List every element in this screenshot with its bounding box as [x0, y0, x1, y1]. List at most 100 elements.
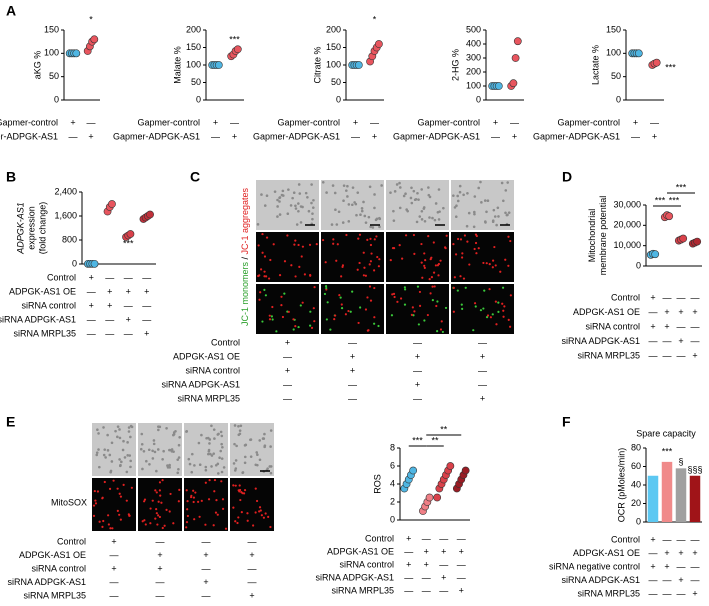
- cell: [488, 287, 491, 291]
- cell: [185, 526, 188, 529]
- condition-sign: —: [677, 534, 686, 544]
- cell: [504, 258, 507, 261]
- cell: [217, 432, 220, 436]
- cell: [458, 184, 462, 188]
- cell: [170, 448, 174, 451]
- cell: [337, 210, 341, 214]
- dot: [409, 466, 418, 475]
- cell: [172, 432, 176, 436]
- cell: [360, 207, 364, 210]
- cell: [294, 204, 297, 208]
- condition-sign: —: [211, 131, 220, 141]
- dot: [679, 234, 688, 243]
- condition-sign: —: [404, 585, 413, 595]
- cell: [280, 304, 283, 307]
- cell: [258, 506, 262, 509]
- cell: [301, 205, 304, 209]
- condition-sign: —: [156, 536, 165, 546]
- significance: **: [440, 424, 448, 434]
- cell: [437, 188, 441, 191]
- cell: [241, 471, 244, 475]
- condition-sign: —: [439, 533, 448, 543]
- cell: [509, 239, 512, 243]
- condition-label: ADPGK-AS1 OE: [573, 548, 640, 558]
- cell: [149, 507, 152, 510]
- cell: [97, 448, 100, 451]
- condition-sign: +: [650, 561, 655, 571]
- condition-sign: +: [692, 548, 697, 558]
- cell: [294, 207, 298, 210]
- cell: [221, 445, 224, 449]
- cell: [461, 307, 464, 310]
- y-tick-label: 1,600: [54, 210, 77, 220]
- condition-sign: +: [692, 588, 697, 598]
- cell: [290, 264, 293, 267]
- cell: [475, 252, 478, 255]
- cell: [374, 218, 378, 222]
- cell: [335, 223, 339, 226]
- condition-label: siRNA ADPGK-AS1: [561, 336, 640, 346]
- cell: [502, 309, 505, 312]
- cell: [258, 510, 261, 513]
- condition-label: Control: [365, 533, 394, 543]
- cell: [207, 452, 210, 456]
- condition-sign: —: [283, 379, 292, 389]
- cell: [460, 256, 464, 259]
- cell: [485, 316, 489, 319]
- condition-sign: +: [415, 351, 420, 361]
- condition-sign: —: [510, 117, 519, 127]
- cell: [97, 432, 100, 435]
- y-tick-label: 150: [44, 24, 59, 34]
- cell: [205, 436, 208, 440]
- cell: [139, 447, 143, 451]
- cell: [506, 181, 510, 184]
- micrograph: [230, 423, 274, 476]
- dot: [511, 54, 520, 62]
- dot: [126, 230, 135, 238]
- cell: [291, 196, 294, 200]
- cell: [368, 263, 371, 266]
- cell: [234, 484, 237, 487]
- condition-sign: —: [124, 328, 133, 338]
- cell: [116, 487, 119, 490]
- cell: [172, 522, 175, 525]
- condition-label: siRNA ADPGK-AS1: [7, 577, 86, 587]
- cell: [254, 487, 257, 490]
- cell: [185, 521, 189, 524]
- cell: [336, 243, 339, 246]
- cell: [287, 188, 290, 191]
- y-tick-label: 100: [606, 48, 621, 58]
- cell: [267, 277, 271, 280]
- cell: [94, 502, 98, 505]
- cell: [433, 218, 437, 222]
- significance: *: [373, 14, 377, 24]
- bar: [647, 475, 659, 522]
- dot: [494, 82, 503, 90]
- cell: [260, 193, 263, 196]
- cell: [237, 516, 240, 519]
- cell: [109, 469, 113, 473]
- cell: [260, 514, 263, 517]
- cell: [208, 478, 211, 482]
- cell: [472, 225, 476, 229]
- cell: [238, 429, 242, 432]
- panel-letter: F: [562, 414, 571, 430]
- cell: [340, 275, 343, 278]
- cell: [294, 275, 297, 278]
- cell: [299, 304, 302, 307]
- cell: [480, 201, 483, 204]
- cell: [477, 186, 481, 190]
- cell: [219, 430, 223, 434]
- condition-label: siRNA MRPL35: [331, 585, 394, 595]
- cell: [246, 512, 249, 515]
- cell: [309, 310, 312, 313]
- cell: [209, 452, 212, 456]
- cell: [155, 512, 158, 515]
- cell: [190, 452, 194, 456]
- condition-label: siRNA ADPGK-AS1: [161, 379, 240, 389]
- condition-label: Gapmer-control: [417, 117, 480, 127]
- cell: [345, 189, 348, 192]
- micrograph: [256, 180, 319, 230]
- cell: [473, 210, 476, 214]
